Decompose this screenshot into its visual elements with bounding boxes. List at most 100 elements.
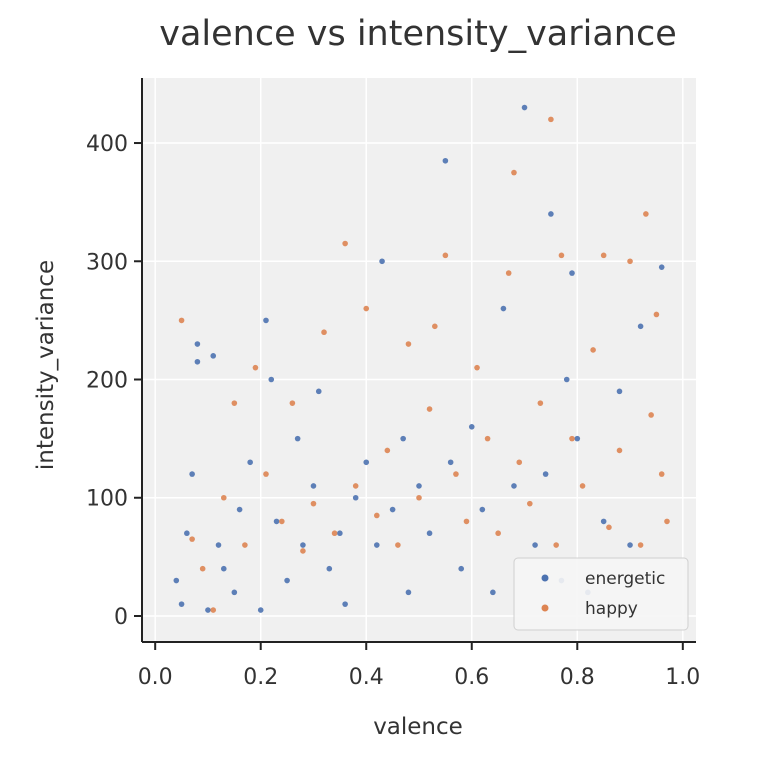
data-point-energetic [574,435,581,442]
data-point-happy [606,524,612,531]
x-tick-label: 1.0 [665,665,700,690]
data-point-happy [516,459,523,466]
y-tick-label: 300 [86,250,128,275]
y-tick-label: 0 [114,605,128,630]
data-point-happy [300,548,306,554]
plot-background [142,78,696,642]
grid [142,78,696,642]
data-point-energetic [178,601,185,607]
data-point-energetic [637,323,644,330]
data-point-happy [658,471,665,477]
data-point-energetic [220,565,227,572]
data-point-energetic [194,341,201,347]
data-point-energetic [268,376,275,383]
data-point-happy [373,512,380,519]
data-point-happy [569,435,575,442]
data-point-happy [442,252,449,259]
data-point-energetic [315,388,322,395]
data-point-happy [384,447,391,454]
data-point-energetic [236,506,243,513]
data-point-happy [643,211,649,217]
data-point-happy [210,607,217,613]
data-point-happy [231,400,238,406]
legend-label-happy: happy [585,599,638,619]
data-point-energetic [405,589,412,596]
data-point-happy [331,530,338,537]
data-point-energetic [184,530,190,537]
data-point-happy [279,518,285,525]
data-point-energetic [447,459,454,466]
data-point-happy [648,412,654,418]
data-point-happy [395,542,401,548]
data-point-happy [537,400,544,406]
x-tick-label: 0.8 [560,665,595,690]
data-point-happy [590,347,596,353]
data-point-happy [310,500,317,507]
data-point-happy [511,169,517,176]
data-point-happy [548,116,554,123]
data-point-happy [484,435,491,442]
data-point-energetic [294,435,301,442]
data-point-energetic [389,506,396,513]
data-point-happy [432,323,438,330]
data-point-energetic [379,258,385,265]
data-point-happy [352,483,359,489]
data-point-happy [289,400,296,406]
data-point-energetic [616,388,623,395]
data-point-energetic [215,542,222,548]
data-point-happy [405,341,412,347]
data-point-happy [189,536,195,542]
data-point-energetic [521,104,528,111]
data-point-happy [463,518,470,525]
legend-label-energetic: energetic [585,569,665,589]
data-point-energetic [468,424,475,430]
data-point-energetic [257,607,264,613]
data-point-energetic [210,353,217,359]
legend-box [513,557,689,631]
data-point-happy [199,565,206,572]
data-point-energetic [548,211,554,217]
data-point-energetic [310,483,317,489]
data-point-happy [664,518,670,525]
legend-marker-happy [541,604,549,612]
data-point-energetic [373,542,380,548]
data-point-energetic [194,358,201,365]
axis-ticks: 0.0 0.2 0.4 0.6 0.8 1.0 0 100 200 300 400 [86,132,700,690]
data-point-energetic [563,376,570,383]
data-point-happy [342,240,348,247]
data-point-happy [426,406,433,412]
data-point-energetic [426,530,433,537]
data-point-happy [616,447,623,454]
x-tick-label: 0.6 [454,665,489,690]
data-point-happy [453,471,459,477]
x-axis-label: valence [373,714,463,740]
data-point-energetic [627,542,633,548]
x-tick-label: 0.4 [349,665,384,690]
data-point-happy [627,258,633,265]
data-point-energetic [326,565,333,572]
data-point-energetic [173,577,180,584]
data-point-happy [321,329,327,336]
data-point-happy [363,305,370,312]
y-axis-label: intensity_variance [33,260,59,470]
data-point-happy [558,252,565,259]
chart-title: valence vs intensity_variance [159,14,677,54]
data-point-happy [242,542,248,548]
data-points [173,104,670,613]
legend-marker-energetic [541,574,549,582]
data-point-happy [553,542,559,548]
data-point-happy [600,252,607,259]
data-point-happy [416,494,422,501]
y-tick-label: 200 [86,369,128,394]
x-tick-label: 0.2 [243,665,278,690]
data-point-energetic [569,270,575,276]
data-point-energetic [600,518,607,525]
y-tick-label: 100 [86,487,128,512]
data-point-energetic [500,305,507,312]
data-point-energetic [400,435,406,442]
data-point-happy [637,542,644,548]
data-point-happy [495,530,501,537]
data-point-happy [220,494,227,501]
